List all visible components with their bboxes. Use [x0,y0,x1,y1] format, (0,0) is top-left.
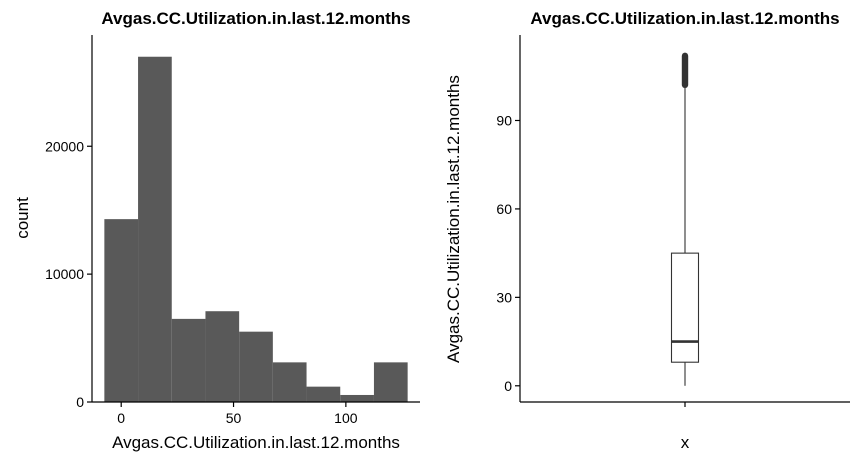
histogram-bar-5 [272,362,307,402]
histogram-bar-4 [239,331,273,402]
histogram-x-ticks: 0 50 100 [117,402,358,426]
histogram-x-label: Avgas.CC.Utilization.in.last.12.months [112,433,400,452]
histogram-bar-8 [373,362,408,402]
boxplot-y-tick-label-0: 0 [504,378,512,394]
histogram-bar-2 [171,318,206,402]
boxplot-y-label: Avgas.CC.Utilization.in.last.12.months [444,75,463,363]
histogram-title: Avgas.CC.Utilization.in.last.12.months [101,9,410,28]
boxplot-x-label: x [681,433,690,452]
histogram-y-label: count [13,197,32,239]
histogram-panel: Avgas.CC.Utilization.in.last.12.months 0… [13,9,420,452]
boxplot-y-tick-label-3: 90 [496,112,512,128]
histogram-y-tick-label-0: 0 [76,394,84,410]
boxplot-title: Avgas.CC.Utilization.in.last.12.months [530,9,839,28]
histogram-bar-6 [306,386,341,402]
boxplot-marks [670,52,700,386]
boxplot-y-tick-label-1: 30 [496,289,512,305]
histogram-bar-3 [205,311,240,402]
histogram-y-tick-label-1: 10000 [45,266,84,282]
boxplot-panel: Avgas.CC.Utilization.in.last.12.months 0… [444,9,850,452]
histogram-bar-0 [104,219,139,402]
boxplot-y-tick-label-2: 60 [496,201,512,217]
histogram-x-tick-label-1: 50 [226,410,242,426]
histogram-bar-7 [340,394,374,402]
histogram-bar-1 [138,56,172,402]
histogram-bars [104,56,408,402]
histogram-y-tick-label-2: 20000 [45,138,84,154]
boxplot-y-ticks: 0 30 60 90 [496,112,520,394]
boxplot-box [670,252,700,363]
histogram-y-ticks: 0 10000 20000 [45,138,92,410]
boxplot-outliers [681,52,689,89]
histogram-x-tick-label-2: 100 [334,410,358,426]
histogram-x-tick-label-0: 0 [117,410,125,426]
